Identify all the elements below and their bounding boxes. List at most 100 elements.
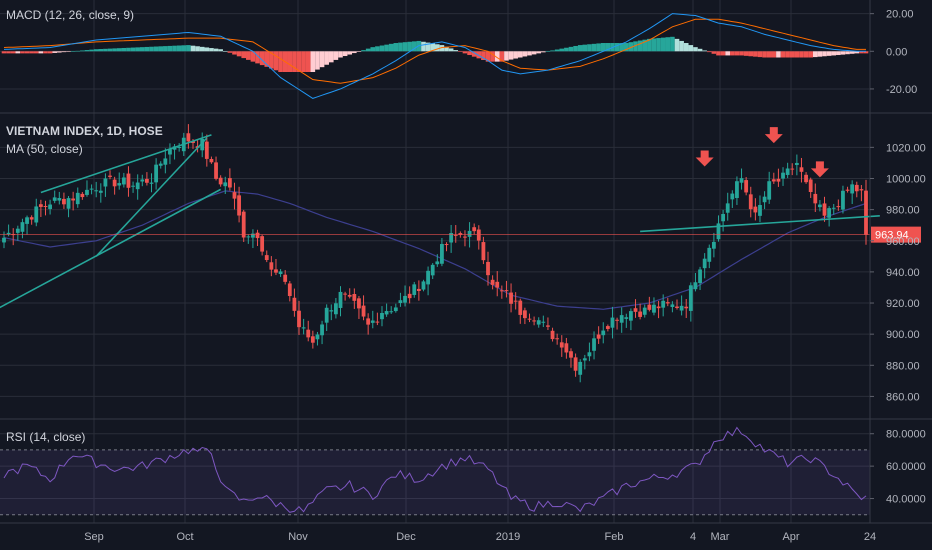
- macd-histogram-bar: [255, 51, 260, 64]
- candle-body: [329, 310, 334, 312]
- candle-body: [739, 178, 744, 183]
- macd-histogram-bar: [647, 38, 652, 52]
- macd-histogram-bar: [776, 51, 781, 58]
- candle-body: [412, 284, 417, 295]
- macd-histogram-bar: [762, 51, 767, 58]
- macd-histogram-bar: [527, 51, 532, 56]
- macd-histogram-bar: [393, 43, 399, 52]
- macd-histogram-bar: [688, 45, 694, 52]
- candle-body: [518, 300, 523, 315]
- candle-body: [499, 290, 504, 292]
- rsi-panel[interactable]: [0, 426, 870, 516]
- candle-body: [804, 174, 808, 183]
- macd-histogram-bar: [831, 51, 837, 56]
- macd-histogram-bar: [24, 51, 30, 54]
- candle-body: [315, 334, 320, 340]
- macd-histogram-bar: [57, 51, 62, 53]
- macd-histogram-bar: [186, 45, 191, 52]
- macd-histogram-bar: [352, 51, 357, 54]
- macd-histogram-bar: [246, 51, 251, 60]
- macd-histogram-bar: [859, 51, 864, 54]
- macd-histogram-bar: [204, 47, 210, 52]
- macd-y-tick-label: -20.00: [886, 84, 917, 96]
- macd-histogram-bar: [292, 51, 297, 72]
- candle-body: [559, 342, 564, 348]
- macd-histogram-bar: [471, 51, 477, 57]
- candle-body: [748, 194, 753, 210]
- candle-body: [850, 184, 855, 194]
- macd-histogram-bar: [430, 43, 435, 52]
- rsi-title: RSI (14, close): [6, 430, 86, 444]
- candle-body: [223, 182, 228, 187]
- macd-histogram-bar: [439, 45, 445, 52]
- candle-body: [546, 325, 550, 327]
- candle-body: [52, 197, 57, 201]
- x-tick-label: Apr: [782, 531, 799, 543]
- macd-histogram-bar: [840, 51, 846, 55]
- candle-body: [555, 338, 560, 340]
- macd-histogram-bar: [670, 36, 675, 52]
- macd-histogram-bar: [411, 41, 417, 52]
- candle-body: [246, 236, 251, 238]
- macd-histogram-bar: [591, 43, 597, 52]
- candle-body: [384, 311, 389, 315]
- candle-body: [34, 206, 39, 223]
- macd-histogram-bar: [222, 50, 228, 52]
- price-panel[interactable]: 963.94: [0, 124, 921, 383]
- candle-body: [310, 336, 315, 343]
- candle-body: [440, 243, 444, 264]
- candle-body: [472, 227, 477, 232]
- x-tick-label: Oct: [176, 531, 193, 543]
- macd-histogram-bar: [425, 42, 431, 52]
- candle-body: [453, 234, 458, 236]
- candle-body: [62, 198, 66, 205]
- candle-body: [550, 330, 555, 340]
- candle-body: [98, 190, 103, 193]
- candle-body: [605, 326, 610, 329]
- macd-histogram-bar: [826, 51, 832, 56]
- candle-body: [693, 282, 698, 290]
- macd-histogram-bar: [730, 51, 735, 56]
- candle-body: [108, 175, 112, 177]
- rsi-band-fill: [0, 449, 870, 515]
- candle-body: [624, 317, 629, 319]
- macd-histogram-bar: [158, 46, 164, 52]
- macd-histogram-bar: [227, 51, 233, 53]
- macd-histogram-bar: [849, 51, 855, 54]
- macd-histogram-bar: [803, 51, 809, 58]
- candle-body: [827, 208, 832, 218]
- candle-body: [177, 146, 182, 148]
- candle-body: [361, 305, 366, 317]
- price-y-tick-label: 960.00: [886, 236, 920, 248]
- candle-body: [864, 190, 868, 235]
- macd-histogram-bar: [319, 51, 325, 68]
- macd-histogram-bar: [743, 51, 749, 56]
- macd-histogram-bar: [402, 42, 408, 52]
- candle-body: [730, 193, 735, 200]
- macd-histogram-bar: [296, 51, 302, 72]
- price-y-tick-label: 860.00: [886, 391, 920, 403]
- candle-body: [57, 198, 62, 201]
- macd-histogram-bar: [545, 51, 551, 52]
- candle-body: [403, 295, 407, 303]
- macd-histogram-bar: [250, 51, 256, 62]
- candle-body: [126, 173, 131, 188]
- macd-histogram-bar: [564, 47, 569, 52]
- macd-histogram-bar: [278, 51, 283, 72]
- price-y-tick-label: 980.00: [886, 205, 920, 217]
- candle-body: [638, 311, 643, 317]
- candle-body: [357, 298, 361, 309]
- candle-body: [237, 195, 241, 216]
- macd-histogram-bar: [716, 51, 721, 56]
- macd-panel[interactable]: [1, 13, 869, 99]
- macd-histogram-bar: [836, 51, 841, 56]
- trendline: [0, 188, 222, 309]
- candle-body: [214, 162, 218, 179]
- macd-histogram-bar: [706, 51, 712, 53]
- macd-histogram-bar: [29, 51, 34, 54]
- candle-body: [684, 306, 689, 309]
- macd-y-tick-label: 0.00: [886, 46, 907, 58]
- macd-histogram-bar: [485, 51, 491, 62]
- candle-body: [490, 279, 495, 285]
- macd-histogram-bar: [20, 51, 25, 54]
